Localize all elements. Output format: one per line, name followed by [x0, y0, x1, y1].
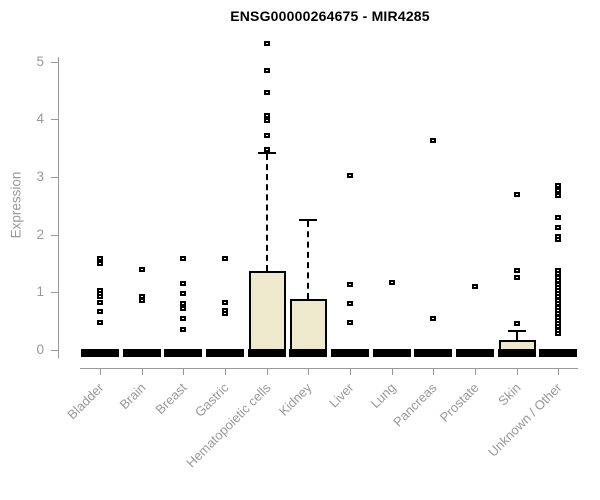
outlier-point [263, 146, 270, 152]
upper-whisker-cap [507, 329, 526, 332]
outlier-point [346, 319, 353, 325]
upper-whisker-cap [299, 219, 318, 222]
median-bar [247, 349, 286, 357]
x-tick-mark [433, 368, 435, 375]
outlier-point [388, 279, 395, 285]
outlier-point [97, 256, 103, 262]
box [248, 270, 286, 352]
outlier-point [346, 282, 353, 288]
x-tick-mark [391, 368, 393, 375]
outlier-point [555, 192, 562, 198]
x-tick-mark [349, 368, 351, 375]
x-tick-mark [100, 368, 101, 375]
outlier-point [97, 293, 103, 299]
outlier-point [263, 90, 270, 96]
x-tick-mark [141, 368, 143, 375]
outlier-point [221, 311, 228, 317]
outlier-point [263, 40, 270, 46]
y-tick-mark [51, 350, 58, 351]
outlier-point [513, 274, 520, 280]
outlier-point [555, 236, 562, 242]
outlier-point [180, 326, 187, 332]
y-tick-label: 1 [36, 284, 44, 300]
outlier-point [263, 112, 270, 118]
outlier-point [97, 260, 103, 266]
outlier-point [263, 132, 270, 138]
median-bar [81, 349, 119, 357]
outlier-point [180, 316, 187, 322]
outlier-point [221, 256, 228, 262]
outlier-point [555, 224, 562, 230]
outlier-point [430, 316, 437, 322]
y-tick-label: 5 [36, 53, 44, 69]
median-bar [497, 349, 536, 357]
outlier-point [180, 281, 187, 287]
median-bar [122, 349, 161, 357]
y-tick-mark [51, 61, 58, 63]
upper-whisker [515, 331, 518, 340]
y-tick-mark [51, 234, 58, 236]
y-tick-mark [51, 292, 58, 294]
x-tick-mark [183, 368, 185, 375]
upper-whisker-cap [257, 152, 276, 155]
outlier-point [513, 192, 520, 198]
x-tick-mark [516, 368, 518, 375]
y-tick-label: 2 [36, 226, 44, 242]
chart-title: ENSG00000264675 - MIR4285 [230, 8, 430, 24]
median-bar [414, 349, 453, 357]
box [290, 299, 328, 352]
outlier-point [180, 306, 187, 312]
median-bar [289, 349, 328, 357]
y-tick-label: 3 [36, 168, 44, 184]
median-bar [455, 349, 494, 357]
outlier-point [263, 68, 270, 74]
x-tick-mark [266, 368, 268, 375]
upper-whisker [265, 154, 268, 271]
x-tick-mark [224, 368, 226, 375]
median-bar [205, 349, 244, 357]
upper-whisker [307, 221, 310, 300]
y-axis-line [58, 57, 59, 358]
outlier-point [513, 267, 520, 273]
y-tick-label: 0 [36, 342, 44, 357]
outlier-point [138, 297, 145, 303]
outlier-point [555, 331, 562, 337]
median-bar [330, 349, 369, 357]
outlier-point [138, 267, 145, 273]
y-tick-mark [51, 119, 58, 121]
outlier-point [555, 183, 562, 189]
outlier-point [221, 299, 228, 305]
y-tick-label: 4 [36, 111, 44, 127]
outlier-point [180, 291, 187, 297]
median-bar [372, 349, 411, 357]
outlier-point [97, 308, 103, 314]
outlier-point [471, 283, 478, 289]
x-tick-mark [474, 368, 476, 375]
x-tick-mark [558, 368, 560, 375]
outlier-point [97, 319, 103, 325]
outlier-point [513, 321, 520, 327]
outlier-point [346, 173, 353, 179]
y-tick-mark [51, 176, 58, 178]
outlier-point [430, 137, 437, 143]
x-tick-mark [308, 368, 310, 375]
x-axis-line [80, 368, 578, 369]
outlier-point [97, 299, 103, 305]
median-bar [164, 349, 203, 357]
median-bar [539, 349, 578, 357]
outlier-point [180, 256, 187, 262]
outlier-point [346, 300, 353, 306]
outlier-point [263, 118, 270, 124]
outlier-point [555, 214, 562, 220]
outlier-point [555, 188, 562, 194]
